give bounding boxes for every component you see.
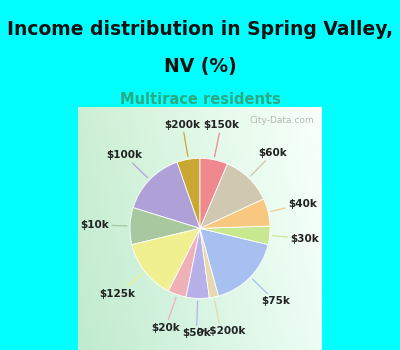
- Wedge shape: [133, 162, 200, 228]
- Wedge shape: [132, 228, 200, 291]
- Wedge shape: [177, 158, 200, 228]
- Text: $100k: $100k: [106, 150, 148, 178]
- Wedge shape: [186, 228, 209, 299]
- Text: $75k: $75k: [252, 279, 290, 307]
- Text: $200k: $200k: [164, 120, 200, 156]
- Text: City-Data.com: City-Data.com: [250, 117, 314, 126]
- Text: $60k: $60k: [251, 148, 288, 176]
- Text: $20k: $20k: [151, 297, 180, 332]
- Text: Multirace residents: Multirace residents: [120, 92, 280, 107]
- Text: $40k: $40k: [271, 199, 317, 211]
- Wedge shape: [200, 226, 270, 245]
- Wedge shape: [200, 164, 264, 228]
- Wedge shape: [200, 158, 227, 228]
- Text: $125k: $125k: [100, 274, 143, 299]
- Wedge shape: [200, 228, 218, 298]
- Wedge shape: [200, 199, 270, 228]
- Text: > $200k: > $200k: [197, 300, 245, 336]
- Text: $30k: $30k: [273, 234, 319, 244]
- Wedge shape: [168, 228, 200, 297]
- Text: $10k: $10k: [80, 220, 127, 230]
- Wedge shape: [130, 208, 200, 245]
- Text: $50k: $50k: [182, 301, 211, 338]
- Wedge shape: [200, 228, 268, 296]
- Text: NV (%): NV (%): [164, 57, 236, 76]
- Text: $150k: $150k: [203, 120, 239, 157]
- Text: Income distribution in Spring Valley,: Income distribution in Spring Valley,: [7, 20, 393, 40]
